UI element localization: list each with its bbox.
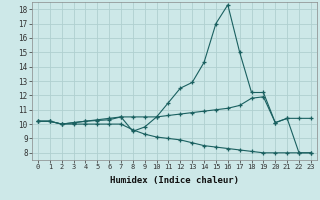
X-axis label: Humidex (Indice chaleur): Humidex (Indice chaleur) (110, 176, 239, 185)
